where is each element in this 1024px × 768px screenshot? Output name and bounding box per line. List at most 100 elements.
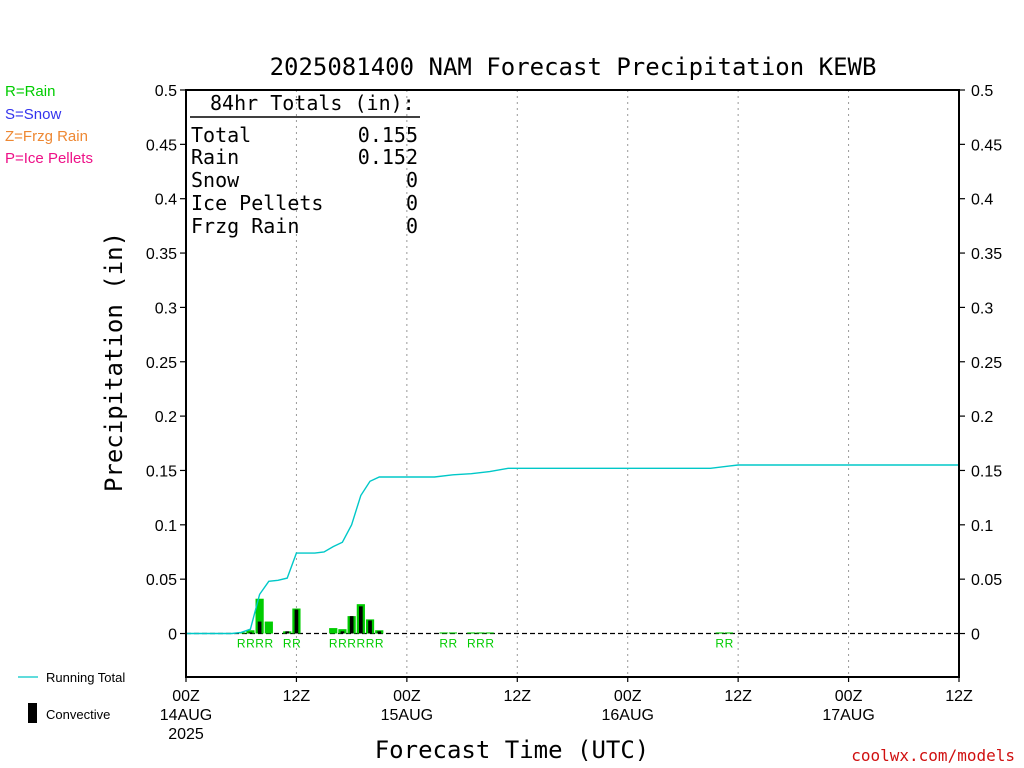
convective-legend-label: Convective [46,707,110,722]
x-tick-label: 12Z [945,688,973,705]
precip-bar [246,630,255,634]
totals-snow-label: Snow [191,168,240,192]
convective-bar [257,621,262,634]
ptype-label: R [715,637,724,651]
precip-bar [255,598,264,634]
x-tick-label: 00Z [614,688,642,705]
x-tick-date: 14AUG [160,707,212,724]
ptype-label: R [292,637,301,651]
ptype-label: R [237,637,246,651]
running-total-legend-label: Running Total [46,670,125,685]
legend-rain: R=Rain [5,83,55,100]
ptype-label: R [366,637,375,651]
totals-rain-value: 0.152 [358,145,418,169]
x-tick-date: 16AUG [601,707,653,724]
y-tick-label-right: 0.15 [971,463,1002,480]
ptype-label: R [246,637,255,651]
x-tick-label: 12Z [503,688,531,705]
ptype-label: R [476,637,485,651]
legend-frzg-rain: Z=Frzg Rain [5,128,88,145]
ptype-label: R [485,637,494,651]
chart-title: 2025081400 NAM Forecast Precipitation KE… [270,53,877,81]
x-tick-label: 12Z [283,688,311,705]
y-tick-label-left: 0.5 [155,83,177,100]
totals-ice-value: 0 [406,191,418,215]
x-tick-date: 15AUG [381,707,433,724]
convective-bar [294,609,299,634]
totals-total-value: 0.155 [358,123,418,147]
totals-frzg-label: Frzg Rain [191,214,299,238]
ptype-label: R [449,637,458,651]
y-tick-label-left: 0.25 [146,355,177,372]
ptype-label: R [255,637,264,651]
ptype-label: R [439,637,448,651]
y-tick-label-right: 0.25 [971,355,1002,372]
precip-bar [448,632,457,634]
y-tick-label-left: 0.1 [155,518,177,535]
ptype-label: R [467,637,476,651]
totals-snow-value: 0 [406,168,418,192]
y-tick-label-right: 0 [971,627,980,644]
x-tick-label: 00Z [835,688,863,705]
x-tick-label: 00Z [393,688,421,705]
y-tick-label-left: 0 [168,627,177,644]
x-ticks: 00Z 14AUG 2025 12Z 00Z 15AUG 12Z 00Z 16AUG 12Z 00Z… [160,677,973,743]
x-tick-label: 00Z [172,688,200,705]
y-tick-label-left: 0.05 [146,572,177,589]
convective-bar [368,620,372,634]
y-tick-label-right: 0.1 [971,518,993,535]
convective-bar [377,631,382,634]
precip-bar [439,632,448,634]
convective-bar [349,616,354,634]
y-tick-label-right: 0.2 [971,409,993,426]
totals-rain-label: Rain [191,145,239,169]
totals-ice-label: Ice Pellets [191,191,323,215]
y-tick-label-right: 0.05 [971,572,1002,589]
x-tick-label: 12Z [724,688,752,705]
ptype-label: R [283,637,292,651]
y-tick-label-left: 0.45 [146,137,177,154]
precip-bar [476,632,485,634]
legend-snow: S=Snow [5,106,61,123]
y-tick-label-right: 0.4 [971,192,993,209]
y-tick-label-left: 0.15 [146,463,177,480]
totals-header: 84hr Totals (in): [210,91,415,115]
running-total-layer [186,464,959,635]
convective-bar [358,606,363,634]
convective-legend-swatch [28,703,37,723]
y-tick-label-right: 0.35 [971,246,1002,263]
y-tick-label-left: 0.2 [155,409,177,426]
convective-bar [285,631,290,634]
precip-bar [467,632,476,634]
precip-bar [485,632,494,634]
running-total-line [186,464,959,635]
ptype-label: R [329,637,338,651]
y-tick-label-right: 0.5 [971,83,993,100]
precip-bar [715,632,724,634]
y-tick-label-left: 0.4 [155,192,177,209]
ptype-label: R [264,637,273,651]
y-axis-title: Precipitation (in) [100,232,128,492]
x-axis-title: Forecast Time (UTC) [375,736,650,764]
ptype-label: R [347,637,356,651]
totals-total-label: Total [191,123,251,147]
precip-bar [264,621,273,634]
totals-frzg-value: 0 [406,214,418,238]
ptype-label: R [357,637,366,651]
ptype-label: R [725,637,734,651]
ptype-label: R [375,637,384,651]
convective-bar [340,631,345,634]
precip-bar [329,628,338,634]
precip-bar [724,632,734,634]
totals-box: 84hr Totals (in): Total 0.155 Rain 0.152… [190,91,420,238]
plot-frame [185,89,960,678]
convective-bar [248,632,253,634]
y-tick-label-right: 0.3 [971,300,993,317]
y-tick-label-right: 0.45 [971,137,1002,154]
legend-ice-pellets: P=Ice Pellets [5,150,93,167]
ptype-label: R [338,637,347,651]
credit-text: coolwx.com/models [851,746,1015,765]
precip-bars [237,598,734,634]
